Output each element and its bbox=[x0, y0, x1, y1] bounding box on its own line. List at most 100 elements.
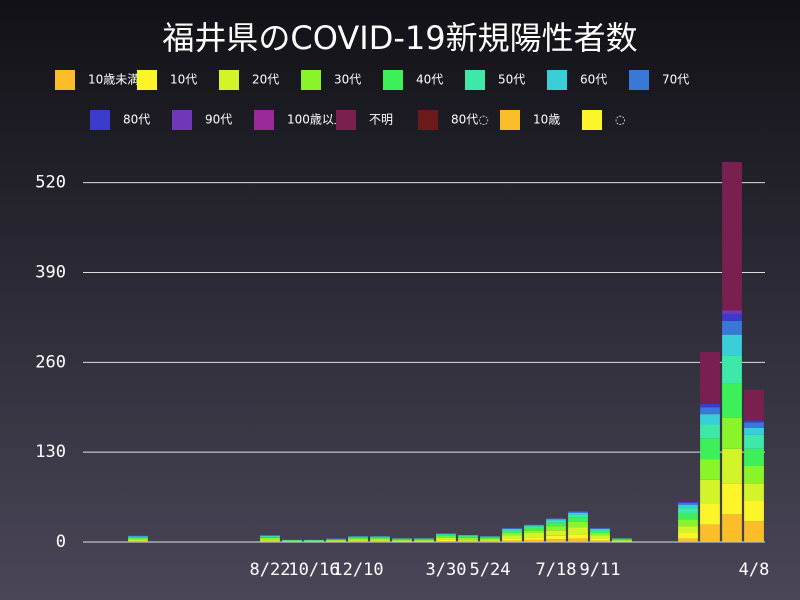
bar-segment bbox=[436, 537, 456, 540]
bar-segment bbox=[502, 533, 522, 536]
bar-segment bbox=[260, 535, 280, 536]
bar-segment bbox=[260, 540, 280, 542]
bar-segment bbox=[700, 424, 720, 439]
bar-segment bbox=[700, 407, 720, 415]
bar-segment bbox=[568, 538, 588, 542]
bar-segment bbox=[502, 540, 522, 542]
bar-segment bbox=[370, 539, 390, 541]
bar-segment bbox=[348, 537, 368, 538]
bar-segment bbox=[480, 536, 500, 538]
bar-segment bbox=[678, 501, 698, 503]
legend-swatch bbox=[55, 70, 75, 90]
bar-segment bbox=[370, 537, 390, 538]
bar-segment bbox=[744, 465, 764, 484]
bar-segment bbox=[678, 512, 698, 520]
bar-segment bbox=[722, 161, 742, 311]
bar-segment bbox=[722, 448, 742, 484]
bar-segment bbox=[722, 355, 742, 384]
legend-label: 50代 bbox=[498, 73, 525, 87]
bar-segment bbox=[700, 351, 720, 404]
bar-segment bbox=[304, 539, 324, 541]
bar-segment bbox=[348, 541, 368, 542]
legend-label: 80代 bbox=[123, 113, 150, 127]
bar-segment bbox=[480, 539, 500, 541]
bar-segment bbox=[524, 524, 544, 526]
bar-segment bbox=[568, 517, 588, 522]
bar-segment bbox=[480, 538, 500, 540]
bar-segment bbox=[458, 541, 478, 542]
bar-segment bbox=[370, 540, 390, 542]
bar-segment bbox=[546, 526, 566, 531]
bar-segment bbox=[480, 541, 500, 542]
bar-segment bbox=[502, 529, 522, 531]
legend-label: 20代 bbox=[252, 73, 279, 87]
bar-segment bbox=[128, 537, 148, 538]
bar-segment bbox=[722, 310, 742, 314]
bar-segment bbox=[722, 514, 742, 542]
bar-segment bbox=[700, 503, 720, 525]
bar-segment bbox=[348, 536, 368, 538]
bar-segment bbox=[128, 535, 148, 537]
bar-segment bbox=[414, 541, 434, 542]
bar-segment bbox=[546, 519, 566, 521]
bar-segment bbox=[678, 533, 698, 539]
legend-swatch bbox=[465, 70, 485, 90]
bar-segment bbox=[348, 538, 368, 540]
x-tick-label: 8/22 bbox=[250, 560, 291, 580]
bar-segment bbox=[744, 448, 764, 466]
bar-segment bbox=[128, 540, 148, 542]
bar-segment bbox=[590, 529, 610, 531]
bar-segment bbox=[436, 536, 456, 538]
bar-segment bbox=[436, 533, 456, 535]
bar-segment bbox=[546, 518, 566, 520]
y-tick-label: 130 bbox=[35, 442, 66, 462]
bar-segment bbox=[370, 538, 390, 540]
bar-segment bbox=[546, 520, 566, 523]
bar-segment bbox=[282, 539, 302, 541]
x-tick-label: 12/10 bbox=[332, 560, 383, 580]
bar-segment bbox=[260, 541, 280, 542]
legend-swatch bbox=[418, 110, 438, 130]
bar-segment bbox=[436, 541, 456, 542]
bar-segment bbox=[480, 537, 500, 539]
bar-segment bbox=[524, 527, 544, 531]
bar-segment bbox=[678, 502, 698, 505]
legend-label: 不明 bbox=[369, 113, 393, 127]
bar-segment bbox=[436, 534, 456, 536]
bar-segment bbox=[546, 530, 566, 536]
bar-segment bbox=[744, 521, 764, 542]
legend-label: 40代 bbox=[416, 73, 443, 87]
legend-swatch bbox=[383, 70, 403, 90]
legend-swatch bbox=[301, 70, 321, 90]
y-tick-label: 390 bbox=[35, 262, 66, 282]
bar-segment bbox=[128, 536, 148, 538]
bar-segment bbox=[128, 541, 148, 542]
bar-segment bbox=[744, 483, 764, 501]
bar-segment bbox=[304, 541, 324, 542]
bar-segment bbox=[524, 537, 544, 540]
bar-segment bbox=[744, 427, 764, 435]
legend-label: 30代 bbox=[334, 73, 361, 87]
bar-segment bbox=[524, 525, 544, 527]
legend-swatch bbox=[254, 110, 274, 130]
legend-label: 10歳未満 bbox=[88, 73, 139, 87]
bar-segment bbox=[700, 438, 720, 460]
bar-segment bbox=[678, 519, 698, 527]
bar-segment bbox=[326, 540, 346, 542]
bar-segment bbox=[568, 534, 588, 539]
bar-segment bbox=[700, 414, 720, 425]
bar-segment bbox=[590, 528, 610, 529]
bar-segment bbox=[326, 538, 346, 540]
bar-segment bbox=[722, 417, 742, 449]
bar-segment bbox=[370, 541, 390, 542]
legend-label: 100歳以上 bbox=[287, 113, 346, 127]
bar-segment bbox=[700, 479, 720, 504]
bar-segment bbox=[414, 539, 434, 540]
bar-segment bbox=[458, 540, 478, 542]
bar-segment bbox=[612, 539, 632, 540]
bar-segment bbox=[590, 533, 610, 536]
x-tick-label: 5/24 bbox=[470, 560, 511, 580]
bar-segment bbox=[524, 530, 544, 534]
